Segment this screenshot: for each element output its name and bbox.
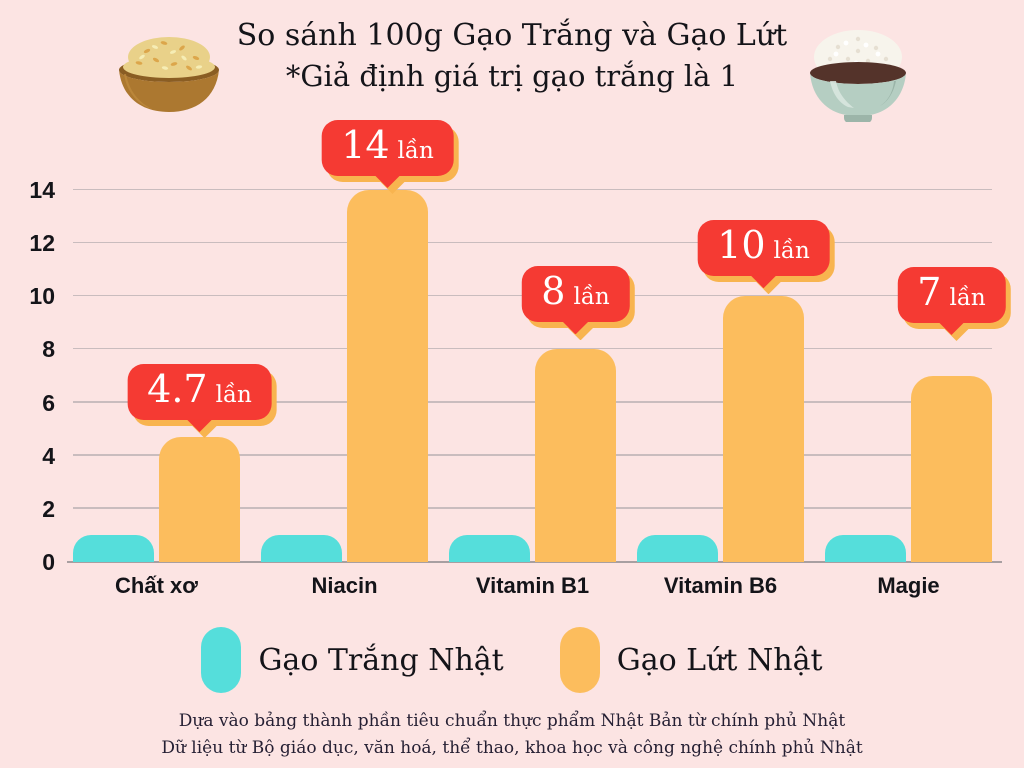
brown-rice-bowl-icon [119, 37, 219, 112]
badge-value: 10 [717, 223, 766, 268]
bar-brown-rice [159, 437, 240, 562]
legend-item-white-rice: Gạo Trắng Nhật [201, 627, 504, 693]
bar-white-rice [261, 535, 342, 562]
x-axis-line [67, 561, 1002, 563]
value-badge: 4.7 lần [127, 364, 272, 433]
badge-tail [562, 321, 589, 335]
bar-white-rice [73, 535, 154, 562]
value-badge: 14 lần [321, 120, 454, 188]
source-note: Dựa vào bảng thành phần tiêu chuẩn thực … [0, 708, 1024, 762]
value-badge: 10 lần [697, 220, 830, 289]
badge-unit: lần [215, 382, 252, 409]
badge-value: 7 [917, 270, 942, 314]
badge-value: 8 [541, 269, 566, 314]
bar-brown-rice [535, 349, 616, 562]
legend-swatch-white-rice [201, 627, 242, 693]
legend: Gạo Trắng Nhật Gạo Lứt Nhật [0, 627, 1024, 693]
title-line-1: So sánh 100g Gạo Trắng và Gạo Lứt [236, 18, 788, 53]
legend-label-brown-rice: Gạo Lứt Nhật [616, 642, 823, 678]
gridline [73, 401, 992, 403]
badge-unit: lần [573, 284, 610, 311]
y-tick-label: 2 [42, 495, 55, 522]
x-axis-label: Magie [877, 573, 940, 598]
y-tick-label: 6 [42, 389, 55, 416]
y-tick-label: 8 [42, 336, 55, 363]
y-tick-label: 4 [42, 442, 55, 469]
value-badge: 7 lần [897, 267, 1006, 335]
badge-unit: lần [773, 238, 810, 265]
y-tick-label: 14 [29, 177, 55, 203]
white-rice-bowl-icon [810, 30, 906, 122]
badge-value: 14 [341, 123, 390, 167]
badge-unit: lần [397, 138, 434, 164]
legend-label-white-rice: Gạo Trắng Nhật [258, 642, 504, 678]
x-axis-label: Niacin [311, 573, 378, 598]
x-axis-label: Vitamin B1 [475, 573, 590, 598]
chart-title: So sánh 100g Gạo Trắng và Gạo Lứt *Giả đ… [0, 15, 1024, 96]
gridline [73, 188, 992, 190]
gridline [73, 241, 992, 244]
badge-tail [938, 322, 965, 335]
y-tick-label: 12 [29, 230, 55, 257]
bar-brown-rice [911, 376, 992, 562]
x-axis-label: Chất xơ [115, 573, 198, 598]
y-tick-label: 10 [29, 283, 55, 310]
badge-tail [186, 419, 213, 433]
source-line-2: Dữ liệu từ Bộ giáo dục, văn hoá, thể tha… [161, 738, 863, 758]
legend-item-brown-rice: Gạo Lứt Nhật [559, 627, 823, 693]
bar-white-rice [825, 535, 906, 562]
value-badge: 8 lần [521, 266, 630, 335]
source-line-1: Dựa vào bảng thành phần tiêu chuẩn thực … [178, 711, 846, 731]
badge-unit: lần [949, 285, 986, 311]
gridline [73, 347, 992, 350]
title-line-2: *Giả định giá trị gạo trắng là 1 [285, 59, 739, 93]
badge-tail [750, 275, 777, 289]
bar-brown-rice [347, 190, 428, 562]
bar-brown-rice [723, 296, 804, 562]
legend-swatch-brown-rice [559, 627, 600, 693]
x-axis-label: Vitamin B6 [663, 573, 778, 598]
bar-white-rice [449, 535, 530, 562]
badge-tail [374, 175, 401, 188]
plot-area: 0 2 4 6 8 10 12 14 4.7 lần Chất xơ 14 lần Niacin 8 lần V… [29, 120, 1006, 598]
badge-value: 4.7 [147, 367, 208, 412]
bar-white-rice [637, 535, 718, 562]
gridline [73, 454, 992, 456]
gridline [73, 507, 992, 509]
y-tick-label: 0 [42, 549, 55, 575]
